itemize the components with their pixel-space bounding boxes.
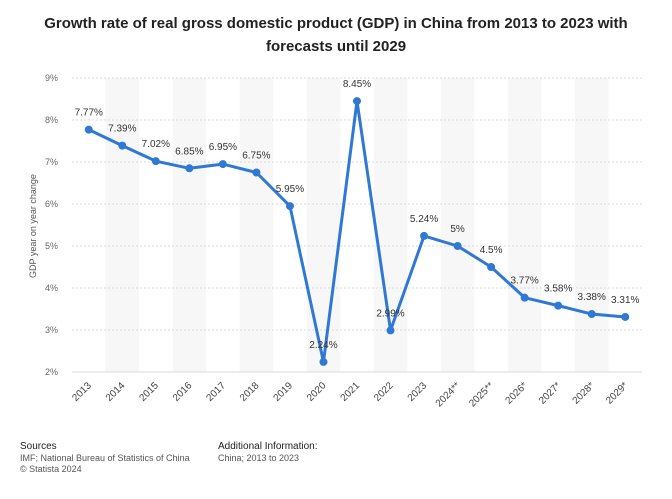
data-point[interactable] (420, 231, 429, 240)
data-label: 3.31% (611, 295, 639, 306)
x-axis-ticks: 2013 2014 2015 2016 2017 2018 2019 2020 2021 2022… (70, 380, 630, 409)
data-label: 6.85% (175, 146, 203, 157)
sources-block: Sources IMF; National Bureau of Statisti… (20, 441, 190, 475)
data-label: 5% (450, 224, 465, 235)
data-label: 5.95% (276, 184, 304, 195)
data-point[interactable] (386, 326, 395, 335)
x-tick-label: 2029* (604, 380, 630, 406)
data-point[interactable] (118, 141, 127, 150)
data-point[interactable] (520, 293, 529, 302)
x-tick-label: 2019 (272, 380, 296, 404)
data-point[interactable] (487, 263, 496, 271)
x-tick-label: 2023 (406, 380, 430, 404)
data-point[interactable] (587, 310, 596, 319)
gridlines (72, 77, 642, 373)
data-point[interactable] (185, 164, 194, 173)
data-label: 7.39% (108, 124, 136, 135)
data-point[interactable] (151, 157, 160, 166)
x-tick-label: 2024** (434, 380, 463, 409)
column-band (574, 78, 609, 372)
data-label: 4.5% (480, 245, 503, 256)
column-band (239, 78, 274, 372)
x-tick-label: 2021 (339, 380, 363, 404)
x-tick-label: 2018 (238, 380, 262, 404)
plot-bands (105, 78, 609, 372)
data-point[interactable] (621, 312, 630, 321)
data-points (84, 97, 630, 366)
data-label: 7.02% (142, 139, 170, 150)
x-tick-label: 2025** (467, 380, 496, 409)
data-label: 3.38% (578, 292, 606, 303)
column-band (440, 78, 475, 372)
y-tick-label: 3% (45, 325, 58, 335)
y-tick-label: 4% (45, 283, 58, 293)
copyright-line: © Statista 2024 (20, 464, 82, 474)
column-band (306, 78, 341, 372)
data-point[interactable] (84, 125, 93, 134)
column-band (172, 78, 207, 372)
x-tick-label: 2013 (70, 380, 94, 404)
data-point[interactable] (252, 168, 261, 177)
data-point[interactable] (453, 242, 462, 250)
y-axis-ticks: 2% 3% 4% 5% 6% 7% 8% 9% (45, 73, 58, 377)
additional-info-block: Additional Information: China; 2013 to 2… (218, 441, 318, 464)
data-label: 3.58% (544, 284, 572, 295)
line-chart: 2% 3% 4% 5% 6% 7% 8% 9% GDP year on year change… (28, 73, 642, 409)
data-label: 2.24% (309, 340, 337, 351)
y-tick-label: 6% (45, 199, 58, 209)
y-tick-label: 7% (45, 157, 58, 167)
data-label: 6.75% (242, 151, 270, 162)
y-axis-label: GDP year on year change (28, 174, 38, 278)
data-point[interactable] (319, 357, 328, 366)
data-labels: 7.77% 7.39% 7.02% 6.85% 6.95% 6.75% 5.95% 2.24%… (75, 79, 640, 351)
data-point[interactable] (285, 202, 294, 211)
x-tick-label: 2016 (171, 380, 195, 404)
y-tick-label: 9% (45, 73, 58, 83)
column-band (507, 78, 542, 372)
data-point[interactable] (218, 160, 227, 169)
additional-info-line: China; 2013 to 2023 (218, 453, 300, 463)
data-label: 2.99% (376, 308, 404, 319)
x-tick-label: 2027* (537, 380, 563, 406)
x-tick-label: 2022 (372, 380, 396, 404)
y-tick-label: 5% (45, 241, 58, 251)
additional-info-heading: Additional Information: (218, 441, 318, 452)
data-label: 7.77% (75, 108, 103, 119)
y-tick-label: 8% (45, 115, 58, 125)
x-tick-label: 2020 (305, 380, 329, 404)
chart-title: Growth rate of real gross domestic produ… (44, 15, 628, 55)
x-tick-label: 2017 (204, 380, 228, 404)
x-tick-label: 2015 (137, 380, 161, 404)
x-tick-label: 2028* (571, 380, 597, 406)
data-label: 5.24% (410, 214, 438, 225)
column-band (105, 78, 140, 372)
x-tick-label: 2014 (104, 380, 128, 404)
data-label: 6.95% (209, 142, 237, 153)
sources-line: IMF; National Bureau of Statistics of Ch… (20, 453, 190, 463)
data-point[interactable] (353, 97, 361, 106)
data-label: 8.45% (343, 79, 371, 90)
x-tick-label: 2026* (504, 380, 530, 406)
sources-heading: Sources (20, 441, 57, 452)
data-label: 3.77% (510, 276, 538, 287)
data-point[interactable] (554, 301, 563, 310)
y-tick-label: 2% (45, 367, 58, 377)
